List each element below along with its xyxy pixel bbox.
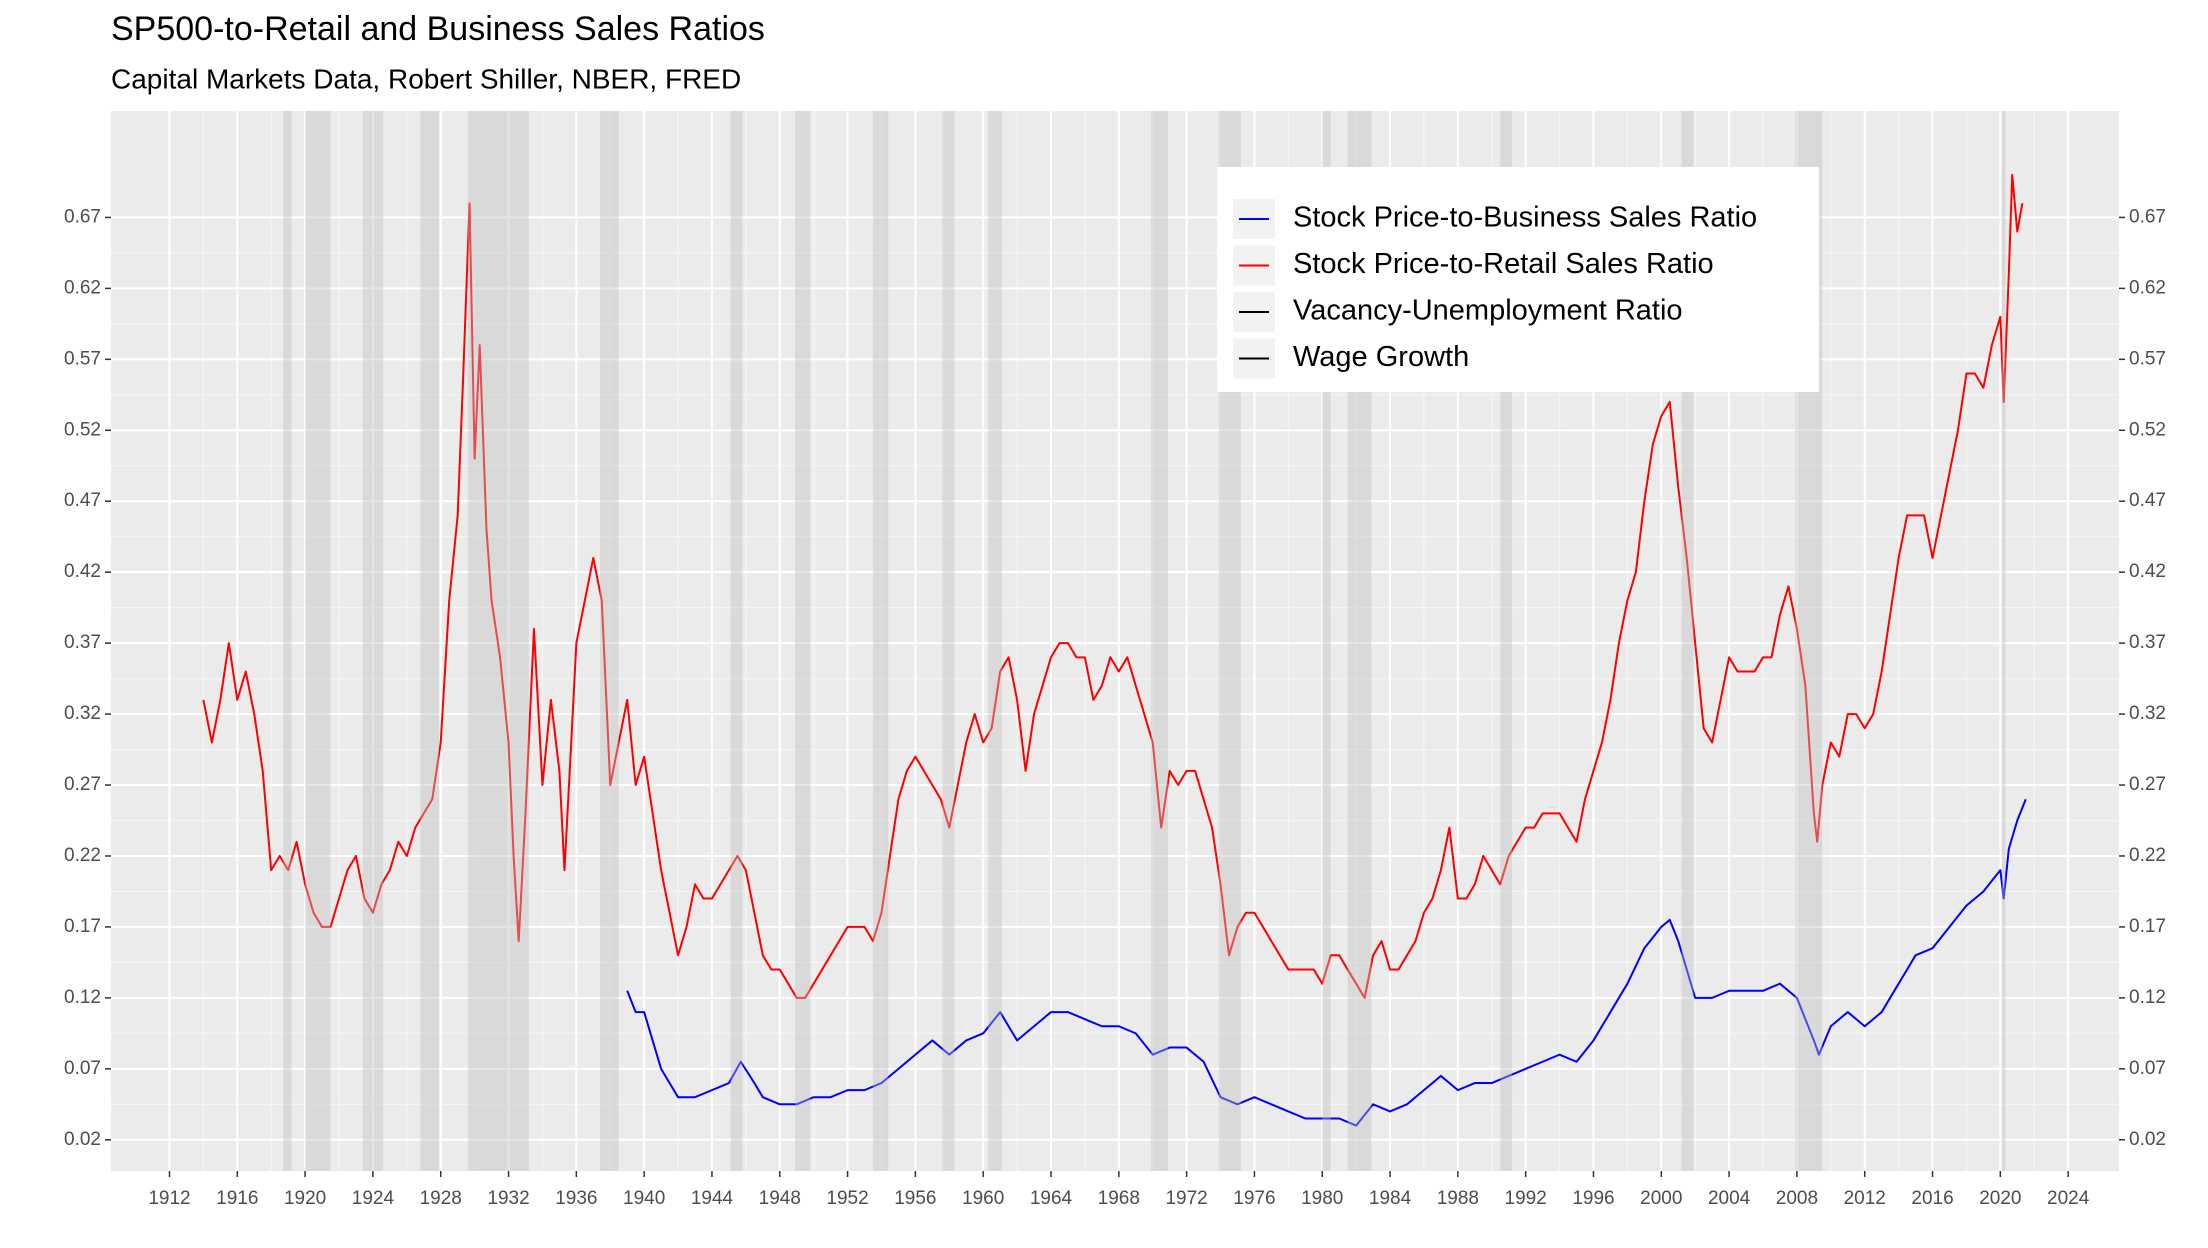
y2-tick-label: 0.67	[2129, 206, 2166, 227]
recession-band	[795, 111, 811, 1171]
x-tick-label: 1944	[691, 1188, 734, 1209]
x-tick-label: 2000	[1640, 1188, 1682, 1209]
y2-tick-label: 0.22	[2129, 845, 2166, 866]
recession-band	[942, 111, 955, 1171]
recession-band	[873, 111, 889, 1171]
recession-band	[2002, 111, 2006, 1171]
y2-tick-label: 0.17	[2129, 916, 2166, 937]
x-tick-label: 1996	[1572, 1188, 1614, 1209]
x-tick-label: 1916	[216, 1188, 258, 1209]
recession-band	[1500, 111, 1513, 1171]
y-tick-label: 0.47	[64, 490, 101, 511]
x-tick-label: 1956	[894, 1188, 936, 1209]
recession-band	[1151, 111, 1168, 1171]
x-tick-label: 1960	[962, 1188, 1004, 1209]
x-tick-label: 2012	[1844, 1188, 1886, 1209]
series-line	[202, 173, 2024, 999]
y2-tick-label: 0.07	[2129, 1058, 2166, 1079]
x-tick-label: 2004	[1708, 1188, 1751, 1209]
x-tick-label: 1988	[1437, 1188, 1479, 1209]
y-tick-label: 0.37	[64, 632, 101, 653]
x-tick-label: 1976	[1233, 1188, 1275, 1209]
x-tick-label: 1968	[1098, 1188, 1140, 1209]
x-tick-label: 1992	[1505, 1188, 1547, 1209]
x-tick-label: 2020	[1979, 1188, 2021, 1209]
y2-tick-label: 0.37	[2129, 632, 2166, 653]
x-tick-label: 1924	[352, 1188, 395, 1209]
x-tick-label: 1964	[1030, 1188, 1073, 1209]
x-tick-label: 1912	[148, 1188, 190, 1209]
legend: Stock Price-to-Business Sales Ratio Stock…	[1217, 167, 1819, 392]
y-tick-label: 0.17	[64, 916, 101, 937]
y-tick-label: 0.12	[64, 987, 101, 1008]
legend-box	[1217, 167, 1819, 392]
y-tick-label: 0.07	[64, 1058, 101, 1079]
x-tick-label: 1928	[420, 1188, 462, 1209]
recession-band	[1681, 111, 1694, 1171]
legend-label: Vacancy-Unemployment Ratio	[1293, 295, 1683, 327]
y-tick-label: 0.22	[64, 845, 101, 866]
series-line	[626, 798, 2027, 1127]
y2-tick-label: 0.12	[2129, 987, 2166, 1008]
y-tick-label: 0.02	[64, 1129, 101, 1150]
x-tick-label: 1952	[826, 1188, 868, 1209]
x-tick-label: 1920	[284, 1188, 326, 1209]
y2-tick-label: 0.52	[2129, 419, 2166, 440]
x-tick-label: 1936	[555, 1188, 597, 1209]
y-tick-label: 0.42	[64, 561, 101, 582]
recession-band	[283, 111, 292, 1171]
x-tick-label: 1948	[759, 1188, 801, 1209]
legend-label: Stock Price-to-Retail Sales Ratio	[1293, 248, 1714, 280]
y2-tick-label: 0.57	[2129, 348, 2166, 369]
recession-band	[305, 111, 331, 1171]
x-tick-label: 2024	[2047, 1188, 2090, 1209]
chart-subtitle: Capital Markets Data, Robert Shiller, NB…	[111, 63, 741, 94]
x-tick-label: 1940	[623, 1188, 665, 1209]
y2-tick-label: 0.62	[2129, 277, 2166, 298]
legend-label: Stock Price-to-Business Sales Ratio	[1293, 202, 1757, 234]
recession-band	[467, 111, 529, 1171]
x-tick-label: 1980	[1301, 1188, 1343, 1209]
y-tick-label: 0.62	[64, 277, 101, 298]
recession-band	[362, 111, 384, 1171]
y-tick-label: 0.27	[64, 774, 101, 795]
x-tick-label: 1932	[487, 1188, 529, 1209]
y2-tick-label: 0.27	[2129, 774, 2166, 795]
recession-band	[988, 111, 1002, 1171]
y2-tick-label: 0.47	[2129, 490, 2166, 511]
x-tick-label: 1984	[1369, 1188, 1412, 1209]
chart-title: SP500-to-Retail and Business Sales Ratio…	[111, 10, 765, 48]
y2-tick-label: 0.42	[2129, 561, 2166, 582]
y-tick-label: 0.52	[64, 419, 101, 440]
x-tick-label: 2016	[1911, 1188, 1953, 1209]
y-tick-label: 0.67	[64, 206, 101, 227]
y-tick-label: 0.57	[64, 348, 101, 369]
x-tick-label: 1972	[1165, 1188, 1207, 1209]
recession-band	[1322, 111, 1331, 1171]
recession-band	[730, 111, 743, 1171]
y-tick-label: 0.32	[64, 703, 101, 724]
x-tick-label: 2008	[1776, 1188, 1818, 1209]
recession-band	[420, 111, 440, 1171]
y2-tick-label: 0.32	[2129, 703, 2166, 724]
legend-label: Wage Growth	[1293, 341, 1469, 373]
y2-tick-label: 0.02	[2129, 1129, 2166, 1150]
recession-band	[600, 111, 619, 1171]
